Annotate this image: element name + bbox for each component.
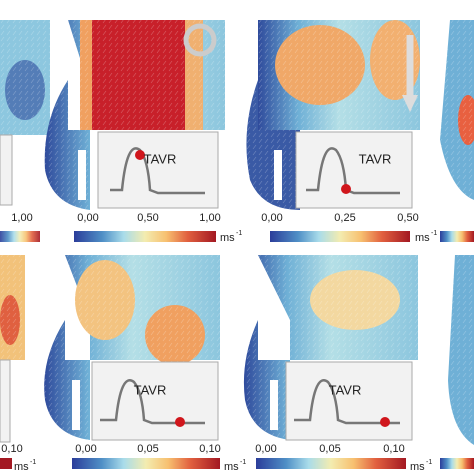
tick-label: 0,00	[261, 212, 282, 224]
insets	[0, 131, 413, 443]
unit: ms	[410, 461, 425, 473]
inset-label: TAVR	[144, 151, 177, 166]
tick-label: 1,00	[199, 212, 220, 224]
tick-label: 0,50	[397, 212, 418, 224]
flow-panels	[0, 20, 474, 450]
unit-exponent: -1	[236, 230, 242, 237]
tick-label: 0,00	[75, 443, 96, 455]
tick-label: 0,10	[1, 443, 22, 455]
inset-label: TAVR	[134, 382, 167, 397]
tick-label: 0,05	[319, 443, 340, 455]
unit: ms	[415, 232, 430, 244]
tick-label: 0,10	[383, 443, 404, 455]
white-bars	[72, 150, 282, 430]
unit-exponent: -1	[426, 459, 432, 466]
unit-exponent: -1	[431, 230, 437, 237]
tick-label: 1,00	[11, 212, 32, 224]
tick-label: 0,50	[137, 212, 158, 224]
unit-exponent: -1	[240, 459, 246, 466]
tick-label: 0,10	[199, 443, 220, 455]
unit: ms	[220, 232, 235, 244]
time-markers	[135, 150, 390, 427]
inset-label: TAVR	[329, 382, 362, 397]
tick-label: 0,00	[77, 212, 98, 224]
tick-label: 0,00	[255, 443, 276, 455]
inset-label: TAVR	[359, 151, 392, 166]
unit-exponent: -1	[30, 459, 36, 466]
tick-label: 0,25	[334, 212, 355, 224]
unit: ms	[224, 461, 239, 473]
tick-label: 0,05	[137, 443, 158, 455]
colorbars	[0, 231, 474, 469]
unit: ms	[14, 461, 29, 473]
